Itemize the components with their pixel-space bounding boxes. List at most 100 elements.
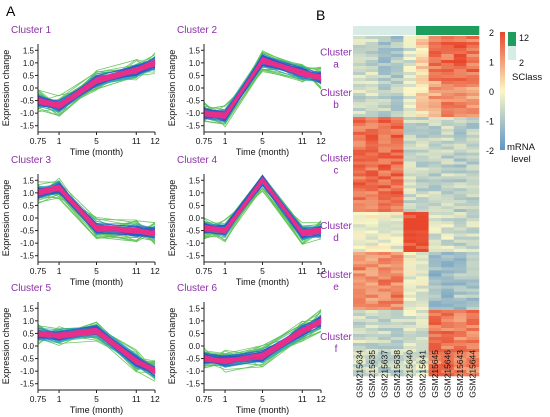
heatmap-cell <box>441 60 455 64</box>
heatmap-cell <box>403 72 417 76</box>
colorbar <box>500 32 505 150</box>
heatmap-cell <box>403 119 417 124</box>
heatmap-cell <box>441 69 455 73</box>
heatmap-cell <box>353 346 366 350</box>
heatmap-cell <box>466 108 480 112</box>
heatmap-cell <box>365 111 379 115</box>
heatmap-cell <box>441 128 455 133</box>
heatmap-cell <box>453 108 467 112</box>
heatmap-cell <box>378 194 392 198</box>
heatmap-cell <box>390 334 404 338</box>
heatmap-cell <box>428 140 442 145</box>
heatmap-cell <box>453 102 467 106</box>
y-tick-label: -1.0 <box>20 239 34 248</box>
heatmap-cell <box>390 343 404 347</box>
heatmap-cell <box>441 99 455 103</box>
heatmap-cell <box>441 227 455 231</box>
heatmap-cell <box>365 300 379 305</box>
heatmap-cell <box>466 42 480 46</box>
heatmap-cell <box>365 39 379 43</box>
heatmap-cell <box>416 245 429 250</box>
heatmap-cell <box>441 285 455 289</box>
heatmap-cell <box>453 230 467 234</box>
heatmap-cell <box>453 239 467 244</box>
heatmap-cell <box>353 149 366 153</box>
heatmap-cell <box>403 282 417 286</box>
heatmap-cell <box>365 87 379 91</box>
heatmap-cell <box>466 242 480 247</box>
heatmap-cell <box>390 316 404 320</box>
heatmap-cell <box>441 282 455 286</box>
heatmap-cell <box>416 102 429 106</box>
sclass-cell <box>466 26 480 35</box>
heatmap-cell <box>416 319 429 323</box>
heatmap-cell <box>378 42 392 46</box>
heatmap-cell <box>378 182 392 186</box>
heatmap-cell <box>453 66 467 70</box>
heatmap-cell <box>378 227 392 231</box>
heatmap-cell <box>453 57 467 61</box>
heatmap-cell <box>378 131 392 136</box>
heatmap-cell <box>353 182 366 186</box>
heatmap-cell <box>390 131 404 136</box>
y-tick-label: -0.5 <box>20 227 34 236</box>
heatmap-cell <box>466 276 480 280</box>
heatmap-cell <box>428 303 442 308</box>
x-tick-label: 12 <box>150 394 160 404</box>
heatmap-cell <box>390 149 404 153</box>
heatmap-cell <box>441 264 455 268</box>
heatmap-cell <box>378 99 392 103</box>
heatmap-cell <box>390 245 404 250</box>
heatmap-cell <box>353 279 366 283</box>
x-tick-label: 0.75 <box>196 394 213 404</box>
heatmap-cell <box>390 267 404 271</box>
heatmap-cell <box>403 161 417 165</box>
heatmap-cell <box>416 252 429 256</box>
heatmap-cell <box>428 370 442 374</box>
heatmap-cell <box>428 325 442 329</box>
heatmap-cell <box>441 194 455 198</box>
heatmap-cell <box>378 137 392 142</box>
heatmap-cell <box>403 137 417 142</box>
heatmap-cell <box>378 173 392 177</box>
heatmap-cell <box>353 209 366 213</box>
heatmap-cell <box>416 182 429 186</box>
heatmap-cell <box>466 282 480 286</box>
heatmap-cell <box>466 137 480 142</box>
heatmap-cell <box>353 303 366 308</box>
heatmap-cell <box>416 236 429 240</box>
heatmap-cell <box>441 36 455 40</box>
heatmap-cell <box>378 39 392 43</box>
heatmap-cell <box>365 134 379 139</box>
heatmap-cell <box>403 63 417 67</box>
heatmap-cell <box>378 300 392 305</box>
y-tick-label: 1.0 <box>23 189 35 198</box>
heatmap-cell <box>428 273 442 277</box>
heatmap-cell <box>403 108 417 112</box>
heatmap-cell <box>466 60 480 64</box>
heatmap-cell <box>378 310 392 314</box>
heatmap-cell <box>416 215 429 219</box>
heatmap-cell <box>353 78 366 82</box>
heatmap-cell <box>466 340 480 344</box>
y-tick-label: 1.5 <box>189 176 201 185</box>
heatmap-cell <box>416 328 429 332</box>
heatmap-cell <box>353 146 366 150</box>
heatmap-cell <box>416 279 429 283</box>
heatmap-cell <box>416 122 429 127</box>
heatmap-cell <box>403 316 417 320</box>
heatmap-cell <box>353 297 366 302</box>
heatmap-cell <box>466 140 480 145</box>
heatmap-cell <box>378 252 392 256</box>
heatmap-cell <box>416 288 429 292</box>
heatmap-cell <box>403 125 417 130</box>
heatmap-cell <box>428 158 442 162</box>
heatmap-cell <box>353 173 366 177</box>
heatmap-cell <box>453 331 467 335</box>
heatmap-cell <box>365 170 379 174</box>
heatmap-cell <box>441 122 455 127</box>
heatmap-cell <box>403 273 417 277</box>
heatmap-cell <box>365 143 379 147</box>
heatmap-cell <box>466 54 480 58</box>
heatmap-cell <box>416 212 429 216</box>
